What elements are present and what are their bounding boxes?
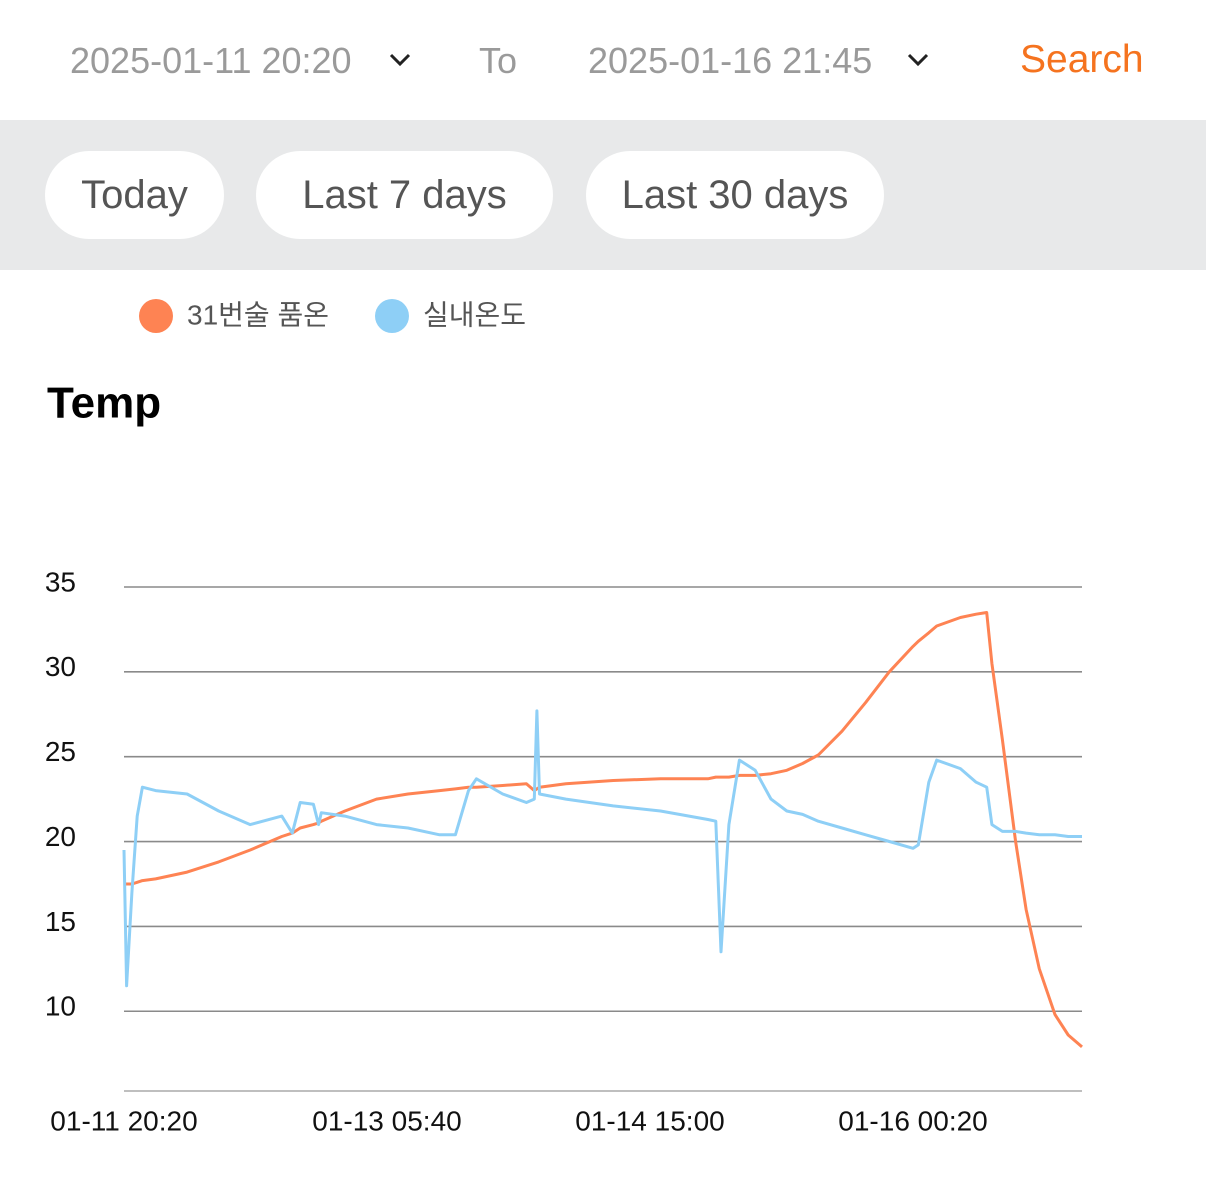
x-tick-label: 01-13 05:40 [312, 1105, 461, 1136]
chart-title: Temp [47, 379, 161, 428]
y-tick-label: 10 [45, 991, 76, 1022]
range-button[interactable]: Today [45, 151, 224, 239]
y-tick-label: 25 [45, 736, 76, 767]
x-tick-label: 01-16 00:20 [838, 1105, 987, 1136]
y-tick-label: 35 [45, 566, 76, 597]
range-button[interactable]: Last 7 days [256, 151, 553, 239]
chevron[interactable] [388, 50, 412, 70]
y-tick-label: 30 [45, 651, 76, 682]
legend-swatch [375, 299, 409, 333]
series-line [124, 611, 1083, 1049]
start-date[interactable]: 2025-01-11 20:20 [70, 40, 352, 81]
to-label: To [479, 40, 518, 81]
legend-label: 31번술 품온 [187, 299, 329, 330]
legend-swatch [139, 299, 173, 333]
y-tick-label: 15 [45, 906, 76, 937]
chart: Temp 31번술 품온 실내온도 10 15 20 25 30 35 01-11 20:20 0… [45, 299, 1083, 1136]
x-tick-label: 01-11 20:20 [50, 1105, 197, 1136]
series-line [122, 709, 1082, 988]
chevron[interactable] [906, 50, 930, 70]
y-tick-label: 20 [45, 821, 76, 852]
range-button[interactable]: Last 30 days [586, 151, 884, 239]
x-tick-label: 01-14 15:00 [575, 1105, 724, 1136]
end-date[interactable]: 2025-01-16 21:45 [588, 40, 873, 81]
search-button[interactable]: Search [1020, 38, 1144, 81]
legend-label: 실내온도 [423, 299, 526, 330]
